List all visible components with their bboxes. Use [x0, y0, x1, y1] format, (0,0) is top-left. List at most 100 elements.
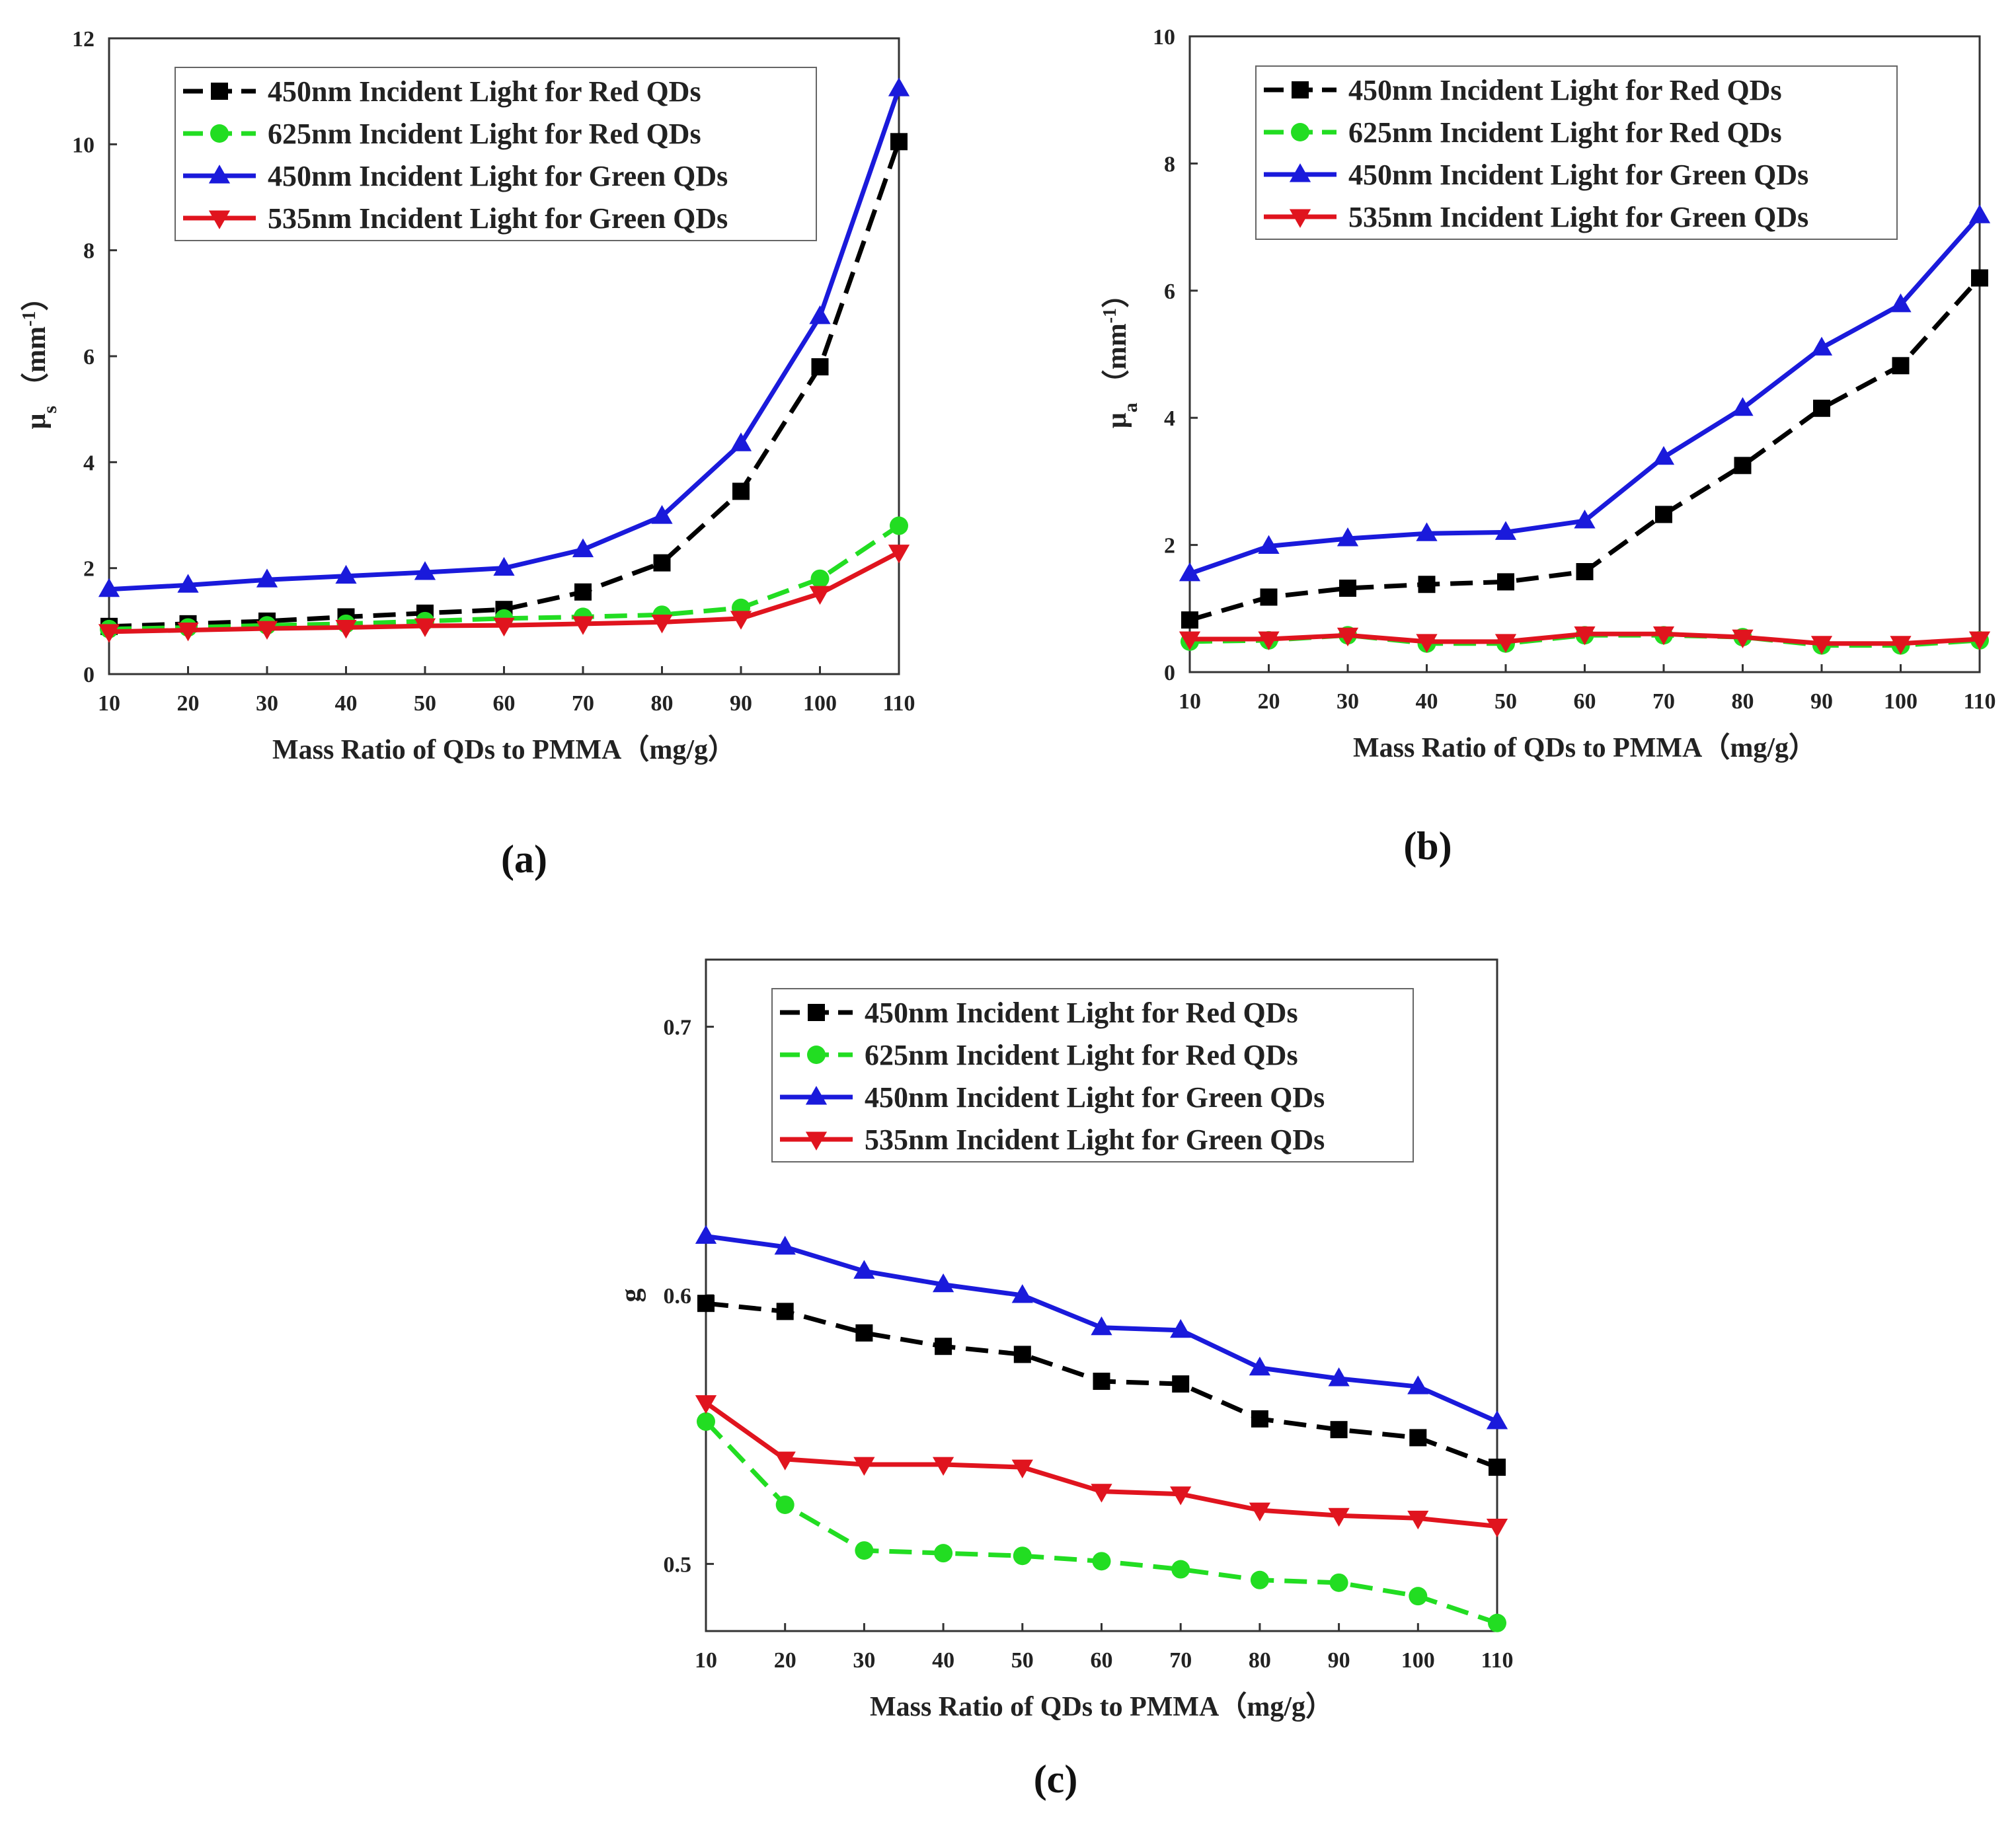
data-point: [809, 305, 831, 324]
data-point: [1013, 1346, 1031, 1363]
data-point: [888, 77, 910, 96]
chart-b: 10 20 30 40 50 60 70 80 90 100 110 0 2 4 6 8 10 Mass Rati…: [1100, 25, 1996, 868]
data-point: [1011, 1459, 1033, 1479]
data-point: [1486, 1410, 1508, 1429]
x-tick-label: 10: [1179, 689, 1201, 714]
x-tick-label: 30: [256, 691, 278, 716]
x-tick-label: 90: [1810, 689, 1833, 714]
data-point: [1489, 1459, 1506, 1476]
data-point: [697, 1295, 715, 1313]
data-point: [256, 568, 278, 588]
y-tick-label: 4: [1164, 406, 1175, 431]
data-point: [1339, 580, 1356, 597]
legend-marker: [211, 83, 228, 100]
legend-label: 625nm Incident Light for Red QDs: [1348, 116, 1782, 149]
data-point: [1409, 1429, 1427, 1447]
data-point: [572, 538, 594, 558]
data-point: [1418, 576, 1436, 593]
data-point: [1971, 269, 1988, 287]
data-point: [775, 1495, 795, 1514]
legend-label: 625nm Incident Light for Red QDs: [268, 118, 701, 150]
data-point: [256, 621, 278, 640]
data-point: [855, 1541, 874, 1560]
data-point: [697, 1412, 715, 1431]
data-point: [414, 618, 436, 637]
data-point: [1407, 1510, 1429, 1530]
chart-c: 10 20 30 40 50 60 70 80 90 100 110 0.5 0.6 0.7 Mass Ra…: [616, 958, 1514, 1801]
series-line: [108, 141, 902, 629]
legend-marker: [807, 1046, 826, 1064]
data-point: [1488, 1613, 1506, 1632]
data-point: [1091, 1484, 1112, 1503]
data-point: [493, 556, 515, 576]
legend-label: 450nm Incident Light for Green QDs: [1348, 159, 1808, 191]
legend-label: 535nm Incident Light for Green QDs: [865, 1123, 1325, 1156]
x-tick-label: 70: [572, 691, 594, 716]
x-tick-label: 90: [730, 691, 752, 716]
data-point: [1328, 1367, 1350, 1387]
panel-caption: (c): [1034, 1757, 1078, 1801]
x-tick-label: 100: [803, 691, 837, 716]
data-point: [98, 624, 120, 643]
data-point: [890, 133, 908, 151]
x-tick-label: 40: [932, 1648, 954, 1673]
y-tick-label: 10: [1153, 25, 1175, 50]
data-point: [1574, 626, 1596, 646]
x-axis-title: Mass Ratio of QDs to PMMA（mg/g）: [272, 734, 736, 765]
data-point: [1734, 457, 1752, 475]
series-3: [1179, 204, 1991, 582]
data-point: [811, 358, 829, 376]
data-point: [1092, 1552, 1111, 1571]
y-tick-label: 10: [72, 133, 95, 157]
x-tick-label: 100: [1884, 689, 1918, 714]
data-point: [732, 482, 750, 500]
x-tick-label: 40: [1416, 689, 1438, 714]
panel-caption: (a): [501, 837, 547, 881]
x-tick-label: 100: [1401, 1648, 1435, 1673]
data-point: [1249, 1502, 1271, 1522]
x-tick-label: 30: [1337, 689, 1359, 714]
data-point: [1091, 1316, 1112, 1336]
data-point: [1810, 636, 1833, 655]
data-point: [1497, 573, 1514, 591]
data-point: [1810, 336, 1833, 356]
data-point: [1011, 1284, 1033, 1303]
data-point: [1330, 1421, 1348, 1439]
x-tick-label: 40: [335, 691, 358, 716]
data-point: [572, 616, 594, 635]
x-tick-label: 70: [1169, 1648, 1192, 1673]
legend-marker: [808, 1004, 825, 1021]
y-tick-label: 8: [1164, 152, 1175, 176]
data-point: [1250, 1570, 1269, 1589]
data-point: [1968, 631, 1991, 650]
y-tick-label: 4: [83, 451, 95, 475]
legend-label: 535nm Incident Light for Green QDs: [1348, 201, 1808, 233]
data-point: [1337, 527, 1359, 547]
series-4: [98, 545, 910, 643]
data-point: [1652, 626, 1675, 646]
x-tick-label: 10: [695, 1648, 717, 1673]
y-tick-label: 6: [1164, 280, 1175, 304]
data-point: [1181, 611, 1198, 629]
data-point: [730, 432, 752, 451]
data-point: [1171, 1560, 1190, 1579]
legend-box: [771, 988, 1414, 1162]
data-point: [695, 1225, 717, 1244]
legend-label: 450nm Incident Light for Red QDs: [1348, 74, 1782, 106]
legend-label: 625nm Incident Light for Red QDs: [865, 1039, 1298, 1071]
data-point: [853, 1457, 875, 1476]
data-point: [1494, 521, 1517, 540]
data-point: [853, 1260, 875, 1279]
series-line: [704, 1400, 1498, 1529]
data-point: [1329, 1573, 1348, 1592]
data-point: [935, 1338, 952, 1355]
legend: 450nm Incident Light for Red QDs 625nm In…: [174, 67, 817, 241]
legend-marker: [805, 1131, 828, 1151]
data-point: [774, 1451, 796, 1470]
data-point: [493, 617, 515, 637]
y-axis-title: μa（mm-1）: [1100, 280, 1142, 428]
data-point: [1892, 357, 1910, 375]
x-tick-label: 50: [1011, 1648, 1034, 1673]
data-point: [1416, 522, 1438, 541]
data-point: [98, 578, 120, 597]
